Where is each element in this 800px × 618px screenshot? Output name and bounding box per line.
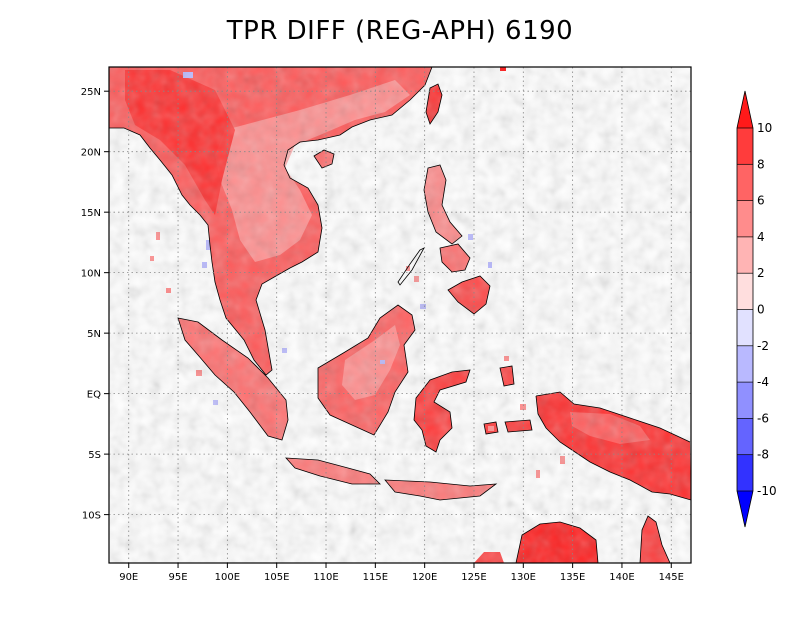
colorbar: 10 8 6 4 2 0 -2 -4 -6 -8 -10 [736, 90, 777, 528]
halmahera-coastline [499, 365, 515, 387]
hainan-coastline [313, 149, 335, 169]
taiwan-coastline [425, 83, 443, 125]
gridlines [109, 67, 691, 563]
colorbar-label: -4 [757, 375, 769, 389]
palawan-coastline [397, 247, 425, 286]
colorbar-label: 6 [757, 194, 765, 208]
colorbar-bin [737, 164, 753, 201]
cape-york-coastline [639, 515, 671, 563]
colorbar-label: -6 [757, 411, 769, 425]
lat-tick-label: 5N [87, 329, 101, 340]
lon-tick-label: 115E [363, 572, 388, 583]
lon-tick-label: 110E [313, 572, 338, 583]
lat-tick-label: 5S [88, 450, 101, 461]
lon-tick-label: 140E [609, 572, 634, 583]
land-shading [109, 67, 691, 563]
colorbar-label: 0 [757, 303, 765, 317]
colorbar-bin [737, 309, 753, 346]
buru-coastline [483, 421, 499, 435]
lon-tick-label: 95E [169, 572, 188, 583]
colorbar-bin [737, 200, 753, 237]
java-coastline [285, 457, 381, 485]
colorbar-label: 8 [757, 157, 765, 171]
colorbar-bin [737, 382, 753, 419]
australia-top-coastline [515, 521, 599, 563]
plot-frame [108, 66, 692, 564]
seram-coastline [504, 419, 533, 433]
colorbar-bin [737, 418, 753, 455]
colorbar-bin [737, 236, 753, 274]
lon-tick-label: 90E [119, 572, 138, 583]
visayas-coastline [439, 243, 471, 273]
colorbar-bin [737, 128, 753, 165]
lat-tick-label: 15N [81, 208, 101, 219]
colorbar-label: 2 [757, 266, 765, 280]
noise-texture [109, 67, 691, 563]
lesser-sunda-coastline [384, 479, 498, 501]
lon-tick-label: 125E [461, 572, 486, 583]
lon-tick-label: 130E [511, 572, 536, 583]
lat-tick-label: 10S [82, 511, 101, 522]
lat-tick-label: 20N [81, 148, 101, 159]
map-title: TPR DIFF (REG-APH) 6190 [226, 16, 574, 46]
mindanao-coastline [447, 275, 491, 315]
lat-tick-label: 10N [81, 269, 101, 280]
colorbar-label: 4 [757, 230, 765, 244]
coastlines [109, 67, 691, 563]
colorbar-label: -2 [757, 339, 769, 353]
colorbar-label: -8 [757, 448, 769, 462]
lon-tick-label: 135E [560, 572, 585, 583]
colorbar-label: 10 [757, 121, 772, 135]
lon-tick-label: 120E [412, 572, 437, 583]
axis-ticks: 90E 95E 100E 105E 110E 115E 120E 125E 130E 135E 14… [81, 87, 684, 583]
new-guinea-coastline [535, 391, 691, 501]
colorbar-label: -10 [757, 484, 777, 498]
colorbar-outline [736, 90, 754, 528]
luzon-coastline [423, 164, 463, 245]
colorbar-bin [737, 454, 753, 491]
lon-tick-label: 105E [264, 572, 289, 583]
sumatra-coastline [177, 317, 289, 441]
lat-tick-label: 25N [81, 87, 101, 98]
colorbar-bin [737, 273, 753, 310]
colorbar-bin [737, 345, 753, 383]
lon-tick-label: 100E [215, 572, 240, 583]
mainland-coastline [109, 67, 433, 376]
borneo-coastline [317, 304, 416, 436]
colorbar-top-arrow [737, 91, 753, 128]
lat-tick-label: EQ [87, 390, 101, 401]
sulawesi-coastline [413, 369, 471, 453]
lon-tick-label: 145E [659, 572, 684, 583]
colorbar-bottom-arrow [737, 491, 753, 527]
